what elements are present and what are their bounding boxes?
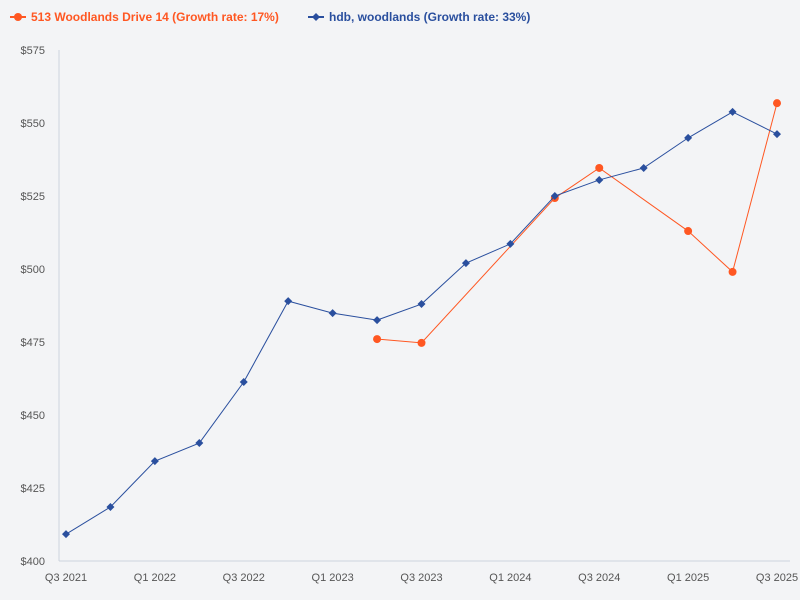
legend-item: 513 Woodlands Drive 14 (Growth rate: 17%… — [10, 10, 279, 24]
x-tick-label: Q1 2024 — [489, 572, 531, 584]
data-point — [284, 297, 293, 306]
data-point — [62, 530, 70, 539]
y-tick-label: $550 — [21, 118, 45, 130]
data-point — [106, 502, 115, 511]
data-point — [417, 338, 426, 347]
y-tick-label: $475 — [21, 337, 45, 349]
data-point — [150, 457, 159, 466]
series-1 — [62, 107, 781, 539]
data-point — [773, 130, 781, 139]
y-tick-label: $400 — [21, 556, 45, 568]
x-tick-label: Q3 2023 — [400, 572, 442, 584]
x-tick-label: Q1 2025 — [667, 572, 709, 584]
data-point — [639, 163, 648, 172]
series-line — [65, 111, 778, 535]
legend-marker-icon — [312, 13, 320, 21]
legend-marker-icon — [14, 13, 22, 21]
data-point — [506, 239, 515, 248]
data-point — [728, 267, 737, 276]
data-point — [239, 378, 248, 387]
data-point — [417, 300, 426, 309]
y-tick-label: $450 — [21, 410, 45, 422]
data-point — [373, 335, 382, 344]
data-point — [684, 133, 693, 142]
legend-label: hdb, woodlands (Growth rate: 33%) — [329, 10, 530, 24]
x-tick-label: Q3 2021 — [45, 572, 87, 584]
y-tick-label: $500 — [21, 264, 45, 276]
data-point — [550, 192, 559, 200]
data-point — [728, 107, 737, 116]
data-point — [773, 99, 781, 108]
data-point — [595, 175, 604, 184]
x-tick-label: Q3 2022 — [223, 572, 265, 584]
y-tick-label: $425 — [21, 483, 45, 495]
data-point — [373, 316, 382, 325]
x-tick-label: Q3 2024 — [578, 572, 620, 584]
data-point — [328, 309, 337, 318]
data-point — [461, 259, 470, 268]
x-tick-label: Q3 2025 — [756, 572, 798, 584]
data-point — [595, 163, 604, 172]
series-0 — [373, 99, 781, 347]
x-tick-label: Q1 2023 — [312, 572, 354, 584]
legend-label: 513 Woodlands Drive 14 (Growth rate: 17%… — [31, 10, 279, 24]
series-line — [377, 103, 778, 344]
data-point — [684, 227, 693, 236]
data-point — [195, 439, 204, 448]
y-tick-label: $525 — [21, 191, 45, 203]
x-tick-label: Q1 2022 — [134, 572, 176, 584]
legend-item: hdb, woodlands (Growth rate: 33%) — [308, 10, 530, 24]
y-tick-label: $575 — [21, 45, 45, 57]
